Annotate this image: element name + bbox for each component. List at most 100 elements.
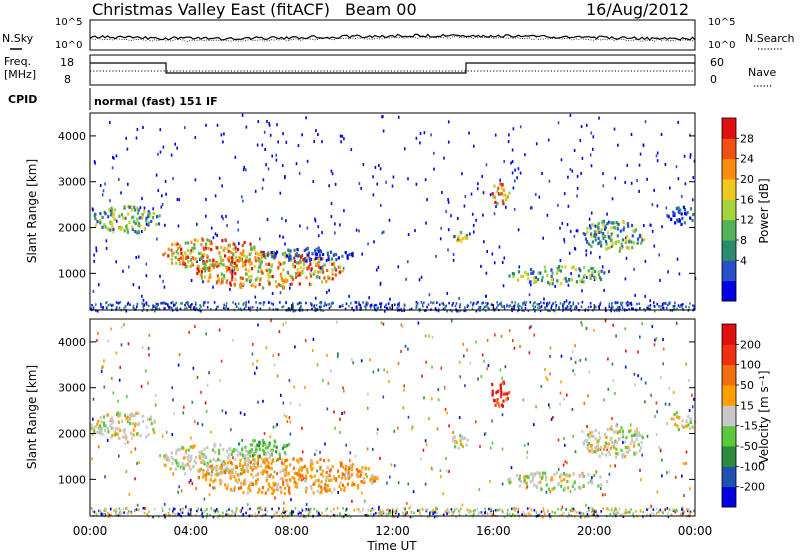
speckle-cell xyxy=(573,149,576,152)
speckle-cell xyxy=(395,509,398,513)
backscatter-cell xyxy=(235,259,238,263)
speckle-cell xyxy=(445,469,448,473)
speckle-cell xyxy=(201,423,204,427)
speckle-cell xyxy=(269,435,272,439)
backscatter-cell xyxy=(136,211,140,215)
backscatter-cell xyxy=(563,477,566,481)
ground-clutter-cell xyxy=(262,303,265,306)
speckle-cell xyxy=(477,377,479,381)
backscatter-cell xyxy=(459,434,462,438)
ground-clutter-cell xyxy=(613,511,615,515)
speckle-cell xyxy=(689,487,691,491)
ground-clutter-cell xyxy=(611,507,613,510)
speckle-cell xyxy=(436,427,439,431)
ground-clutter-cell xyxy=(306,509,309,512)
speckle-cell xyxy=(559,259,562,263)
ground-clutter-cell xyxy=(469,508,471,512)
ground-clutter-cell xyxy=(472,303,474,307)
colorbar-segment xyxy=(722,260,736,282)
ground-clutter-cell xyxy=(225,513,227,516)
backscatter-cell xyxy=(293,480,296,484)
backscatter-cell xyxy=(250,450,253,454)
backscatter-cell xyxy=(304,476,308,480)
backscatter-cell xyxy=(209,263,212,267)
ground-clutter-cell xyxy=(115,513,117,516)
backscatter-cell xyxy=(675,411,678,415)
speckle-cell xyxy=(500,334,503,338)
speckle-cell xyxy=(263,250,265,254)
ground-clutter-cell xyxy=(621,513,624,516)
backscatter-cell xyxy=(282,262,285,266)
backscatter-cell xyxy=(529,472,532,476)
backscatter-cell xyxy=(322,474,325,478)
speckle-cell xyxy=(330,169,333,173)
speckle-cell xyxy=(172,472,175,476)
speckle-cell xyxy=(510,161,512,165)
backscatter-cell xyxy=(494,200,497,204)
backscatter-cell xyxy=(252,475,255,479)
speckle-cell xyxy=(588,217,591,221)
backscatter-cell xyxy=(590,266,593,270)
backscatter-cell xyxy=(335,258,338,262)
backscatter-cell xyxy=(239,276,242,280)
speckle-cell xyxy=(609,464,612,468)
backscatter-cell xyxy=(133,413,137,417)
ground-clutter-cell xyxy=(481,513,484,517)
speckle-cell xyxy=(649,307,652,311)
speckle-cell xyxy=(612,323,614,327)
backscatter-cell xyxy=(257,490,260,494)
ground-clutter-cell xyxy=(95,511,97,514)
speckle-cell xyxy=(241,438,243,442)
speckle-cell xyxy=(162,279,164,283)
ground-clutter-cell xyxy=(596,513,598,517)
ground-clutter-cell xyxy=(434,512,436,516)
speckle-cell xyxy=(591,476,593,480)
backscatter-cell xyxy=(184,265,187,269)
ground-clutter-cell xyxy=(514,509,516,512)
backscatter-cell xyxy=(93,425,96,429)
backscatter-cell xyxy=(316,460,319,464)
speckle-cell xyxy=(590,211,593,215)
ground-clutter-cell xyxy=(643,308,645,311)
ground-clutter-cell xyxy=(115,306,118,309)
speckle-cell xyxy=(93,259,95,263)
backscatter-cell xyxy=(686,210,689,215)
backscatter-cell xyxy=(605,242,608,246)
backscatter-cell xyxy=(304,478,307,482)
speckle-cell xyxy=(481,174,483,178)
backscatter-cell xyxy=(624,454,627,459)
backscatter-cell xyxy=(309,484,313,489)
backscatter-cell xyxy=(371,474,374,478)
speckle-cell xyxy=(378,164,380,167)
speckle-cell xyxy=(611,362,614,366)
speckle-cell xyxy=(397,362,400,365)
speckle-cell xyxy=(668,402,671,406)
speckle-cell xyxy=(271,154,273,158)
backscatter-cell xyxy=(235,465,238,469)
backscatter-cell xyxy=(209,274,212,278)
backscatter-cell xyxy=(565,279,568,283)
backscatter-cell xyxy=(177,448,180,452)
backscatter-cell xyxy=(230,453,233,457)
ground-clutter-cell xyxy=(154,305,156,308)
speckle-cell xyxy=(589,153,592,157)
backscatter-cell xyxy=(622,226,626,230)
backscatter-cell xyxy=(633,452,636,456)
ground-clutter-cell xyxy=(172,510,174,513)
backscatter-cell xyxy=(341,483,344,487)
speckle-cell xyxy=(611,197,614,201)
backscatter-cell xyxy=(596,440,599,444)
speckle-cell xyxy=(665,206,668,210)
backscatter-cell xyxy=(275,250,279,254)
backscatter-cell xyxy=(191,263,194,267)
speckle-cell xyxy=(93,160,96,164)
speckle-cell xyxy=(419,141,421,145)
backscatter-cell xyxy=(228,244,231,248)
backscatter-cell xyxy=(539,480,542,484)
backscatter-cell xyxy=(457,239,460,243)
speckle-cell xyxy=(317,234,320,238)
ground-clutter-cell xyxy=(206,512,208,516)
speckle-cell xyxy=(321,140,323,144)
backscatter-cell xyxy=(282,281,285,285)
backscatter-cell xyxy=(265,464,268,469)
